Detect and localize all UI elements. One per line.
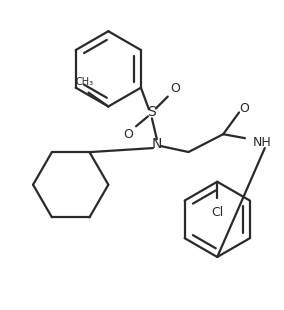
Text: N: N — [152, 137, 162, 151]
Text: O: O — [239, 102, 249, 115]
Text: O: O — [171, 82, 181, 95]
Text: Cl: Cl — [211, 206, 224, 219]
Text: NH: NH — [253, 136, 272, 148]
Text: S: S — [147, 105, 156, 119]
Text: CH₃: CH₃ — [76, 77, 94, 87]
Text: O: O — [123, 128, 133, 141]
